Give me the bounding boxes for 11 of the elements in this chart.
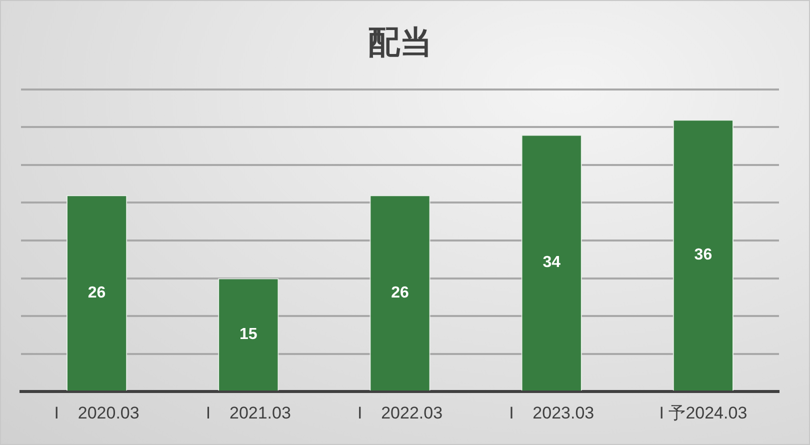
data-label: 26: [391, 284, 409, 302]
x-tick-label: I 2021.03: [206, 403, 291, 422]
data-label: 36: [694, 246, 712, 264]
data-label: 34: [542, 254, 561, 272]
chart-title: 配当: [368, 24, 432, 60]
x-tick-label: I 2023.03: [509, 403, 594, 422]
data-label: 26: [88, 284, 106, 302]
data-label: 15: [240, 326, 258, 343]
x-tick-label: I 予2024.03: [659, 403, 748, 422]
x-tick-label: I 2022.03: [357, 403, 443, 422]
x-tick-label: I 2020.03: [54, 403, 140, 422]
